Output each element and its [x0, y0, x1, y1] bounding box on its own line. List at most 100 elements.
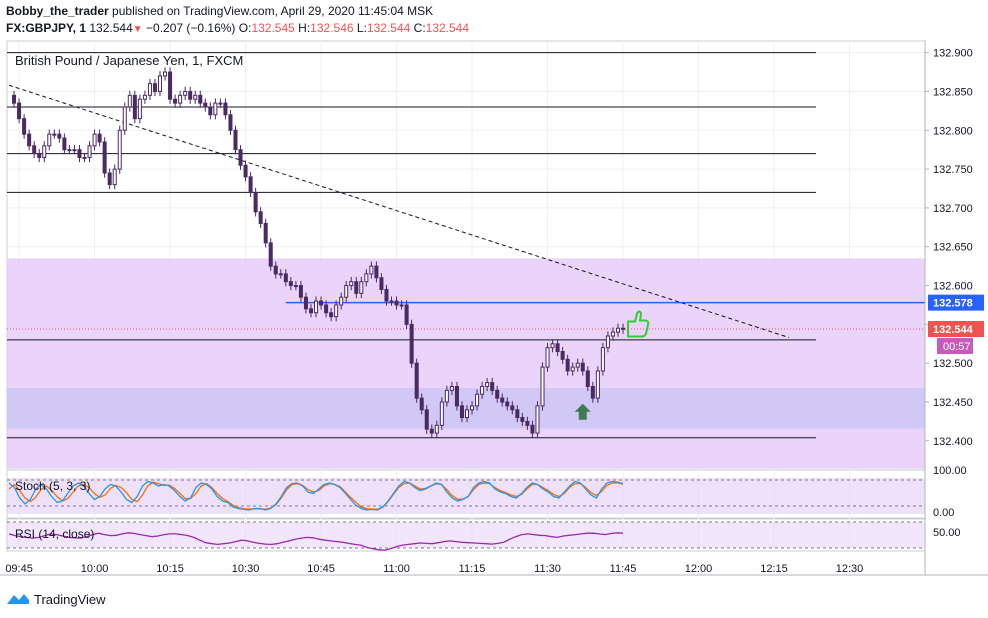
time-tick-label: 11:45 — [610, 563, 637, 575]
time-tick-label: 11:15 — [459, 563, 486, 575]
candle — [92, 133, 97, 147]
open-value: 132.545 — [251, 21, 295, 35]
rsi-tick-label: 50.00 — [933, 527, 961, 539]
candle — [193, 94, 198, 100]
purple-zone — [7, 258, 925, 468]
candle — [570, 366, 575, 372]
candle — [459, 405, 464, 419]
high-label: H: — [298, 21, 311, 35]
tradingview-footer[interactable]: TradingView — [6, 591, 106, 607]
candle — [590, 385, 595, 399]
candle — [545, 347, 550, 368]
close-value: 132.544 — [425, 21, 470, 35]
candle — [610, 331, 615, 337]
candle — [142, 94, 147, 100]
open-label: O: — [238, 21, 252, 35]
candle — [97, 133, 102, 143]
rsi-label: RSI (14, close) — [15, 527, 94, 541]
candle — [605, 335, 610, 349]
candle — [32, 145, 37, 155]
candle — [525, 420, 530, 426]
time-tick-label: 11:00 — [383, 563, 410, 575]
price-tick-label: 132.650 — [933, 242, 973, 254]
candle — [379, 277, 384, 290]
candle — [283, 273, 288, 283]
price-tick-label: 132.400 — [933, 436, 973, 448]
candle — [439, 401, 444, 426]
candle — [82, 156, 87, 159]
countdown-bg — [937, 338, 973, 355]
candle — [535, 405, 540, 434]
candle — [183, 90, 188, 96]
candle — [414, 362, 419, 399]
candle — [147, 83, 152, 96]
candle — [334, 304, 339, 318]
candle — [112, 168, 117, 186]
candle — [298, 285, 303, 298]
tradingview-brand: TradingView — [34, 591, 106, 607]
candle — [107, 172, 112, 186]
time-tick-label: 11:30 — [534, 563, 561, 575]
price-tick-label: 132.800 — [933, 125, 973, 137]
candle — [550, 343, 555, 349]
candle — [278, 273, 283, 276]
last-price-label: 132.544 — [933, 324, 974, 336]
candle — [470, 405, 475, 411]
candle — [233, 129, 238, 151]
candle — [17, 102, 22, 120]
candle — [399, 304, 404, 307]
candle — [500, 397, 505, 403]
candle — [480, 385, 485, 395]
candle — [580, 362, 585, 372]
stoch-k-line — [8, 480, 624, 511]
candle — [223, 102, 228, 116]
candle — [263, 222, 268, 244]
time-tick-label: 12:30 — [836, 563, 864, 575]
candle — [364, 273, 369, 283]
close-label: C: — [413, 21, 426, 35]
candle — [530, 424, 535, 434]
candle — [288, 281, 293, 287]
thumbs-up-icon — [627, 310, 650, 338]
candle — [163, 71, 168, 77]
candle — [344, 285, 349, 298]
candle — [359, 281, 364, 294]
candle — [329, 312, 334, 318]
candle — [273, 265, 278, 275]
countdown-label: 00:57 — [943, 341, 971, 353]
candle — [314, 300, 319, 314]
candle — [198, 94, 203, 104]
candle — [485, 382, 490, 387]
up-arrow-icon — [574, 403, 591, 420]
candle — [374, 265, 379, 279]
candle — [464, 409, 470, 419]
candle — [72, 149, 77, 152]
candle — [52, 133, 57, 136]
candle — [248, 176, 253, 193]
candle — [152, 83, 157, 92]
last-price-label-bg — [928, 321, 984, 338]
price-change: −0.207 (−0.16%) — [146, 21, 236, 35]
candle — [319, 300, 324, 306]
high-value: 132.546 — [310, 21, 354, 35]
rsi-line — [8, 532, 624, 551]
author-name[interactable]: Bobby_the_trader — [6, 4, 109, 18]
candle — [213, 102, 218, 116]
candle — [475, 393, 480, 407]
time-tick-label: 12:15 — [760, 563, 788, 575]
candle — [132, 94, 137, 120]
candle — [560, 351, 565, 360]
time-tick-label: 10:45 — [307, 563, 335, 575]
time-tick-label: 10:30 — [232, 563, 260, 575]
candle — [303, 296, 308, 310]
blue-level-label: 132.578 — [933, 298, 973, 310]
candle — [621, 327, 626, 330]
price-tick-label: 132.750 — [933, 164, 973, 176]
candle — [349, 281, 354, 287]
candle — [565, 358, 570, 372]
candle — [203, 102, 208, 108]
candle — [540, 366, 545, 407]
candle — [268, 242, 273, 267]
candle — [615, 327, 621, 333]
